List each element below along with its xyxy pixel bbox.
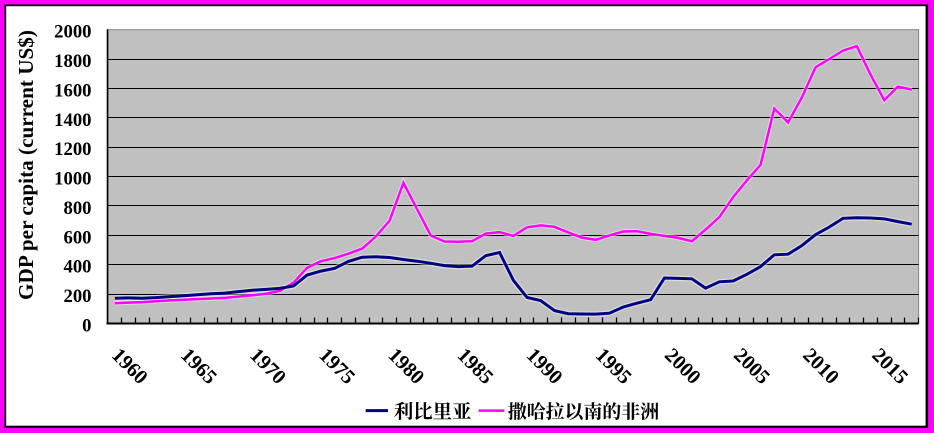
- svg-text:2000: 2000: [54, 22, 91, 43]
- svg-text:800: 800: [63, 198, 91, 219]
- svg-text:1600: 1600: [54, 81, 91, 102]
- svg-text:400: 400: [63, 257, 91, 278]
- svg-text:200: 200: [63, 286, 91, 307]
- svg-text:1800: 1800: [54, 51, 91, 72]
- svg-text:0: 0: [82, 316, 91, 337]
- svg-text:1400: 1400: [54, 110, 91, 131]
- svg-text:GDP per capita (current US$): GDP per capita (current US$): [14, 30, 38, 300]
- svg-text:1200: 1200: [54, 139, 91, 160]
- svg-text:1000: 1000: [54, 169, 91, 190]
- svg-text:600: 600: [63, 227, 91, 248]
